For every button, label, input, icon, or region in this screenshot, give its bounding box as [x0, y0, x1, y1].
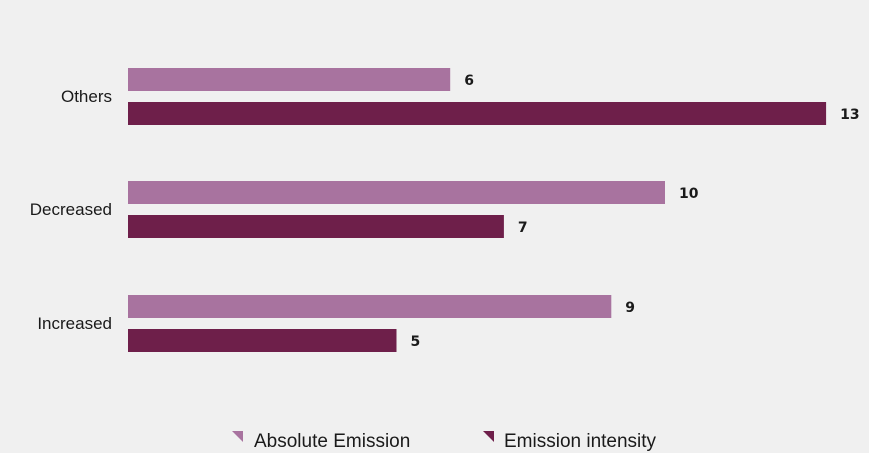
legend: Absolute Emission Emission intensity [232, 431, 657, 452]
bar-increased-emission-intensity [128, 329, 397, 352]
category-labels: Others Decreased Increased [30, 87, 112, 333]
data-labels: 6 13 10 7 9 5 [411, 73, 860, 350]
data-label-decreased-absolute-emission: 10 [679, 186, 699, 202]
bar-decreased-absolute-emission [128, 181, 665, 204]
bar-others-emission-intensity [128, 102, 827, 125]
data-label-others-absolute-emission: 6 [464, 73, 474, 89]
data-label-increased-absolute-emission: 9 [625, 300, 635, 316]
legend-label-emission-intensity: Emission intensity [504, 431, 657, 452]
data-label-others-emission-intensity: 13 [840, 107, 859, 123]
data-label-increased-emission-intensity: 5 [411, 334, 421, 350]
legend-marker-absolute-emission [232, 431, 243, 442]
legend-label-absolute-emission: Absolute Emission [254, 431, 410, 452]
bar-others-absolute-emission [128, 68, 451, 91]
bars [128, 68, 827, 352]
category-label-decreased: Decreased [30, 200, 112, 219]
bar-increased-absolute-emission [128, 295, 612, 318]
data-label-decreased-emission-intensity: 7 [518, 220, 528, 236]
bar-decreased-emission-intensity [128, 215, 504, 238]
category-label-increased: Increased [37, 314, 112, 333]
legend-marker-emission-intensity [483, 431, 494, 442]
category-label-others: Others [61, 87, 112, 106]
